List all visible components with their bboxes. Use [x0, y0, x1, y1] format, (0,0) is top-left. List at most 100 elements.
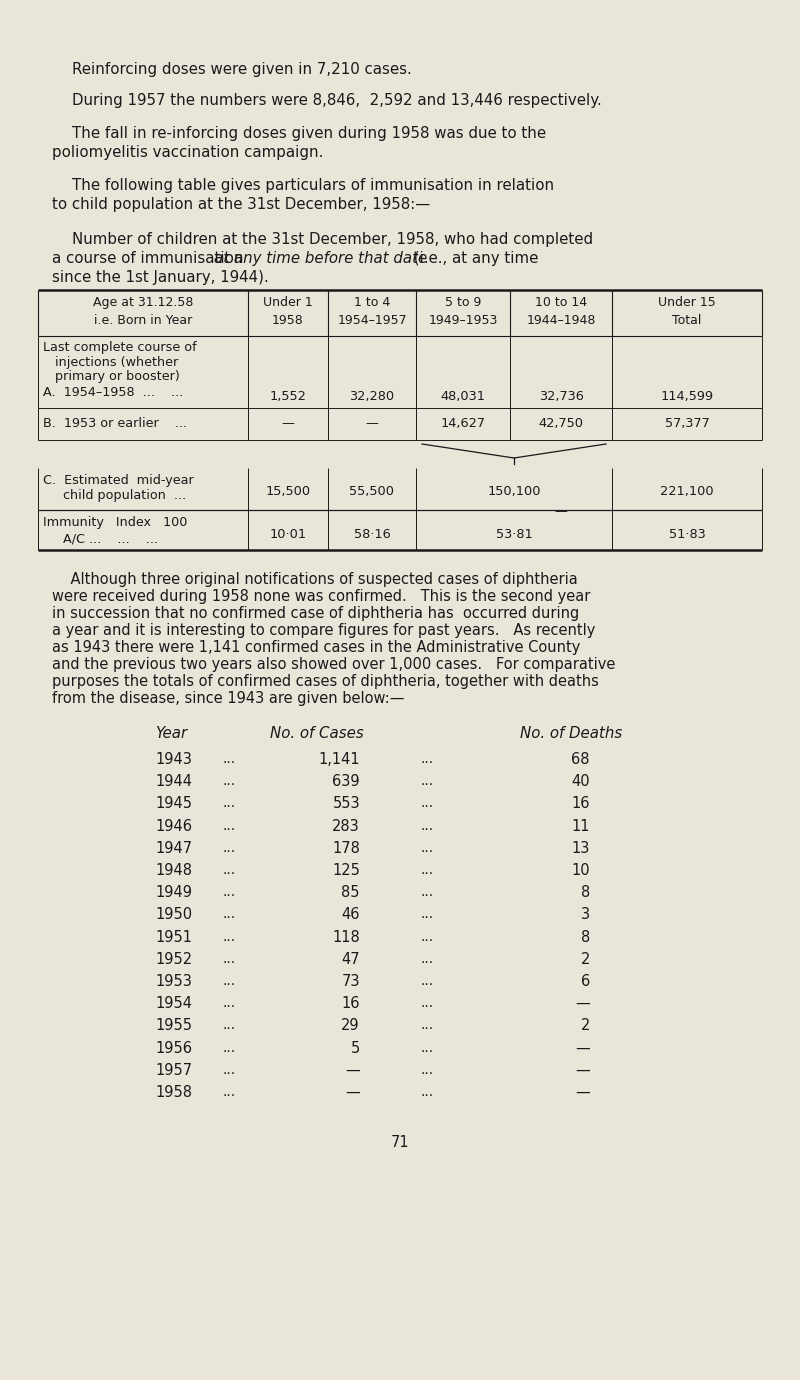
Text: ...: ... [223, 862, 236, 878]
Text: During 1957 the numbers were 8,846,  2,592 and 13,446 respectively.: During 1957 the numbers were 8,846, 2,59… [72, 92, 602, 108]
Text: 1957: 1957 [155, 1063, 192, 1078]
Text: primary or booster): primary or booster) [55, 370, 180, 384]
Text: 29: 29 [342, 1018, 360, 1034]
Text: 51·83: 51·83 [669, 529, 706, 541]
Text: —: — [346, 1085, 360, 1100]
Text: purposes the totals of confirmed cases of diphtheria, together with deaths: purposes the totals of confirmed cases o… [52, 673, 599, 689]
Text: —: — [282, 417, 294, 431]
Text: ...: ... [420, 952, 433, 966]
Text: 1,141: 1,141 [318, 752, 360, 767]
Text: 1950: 1950 [155, 908, 192, 922]
Text: 1953: 1953 [155, 974, 192, 989]
Text: 1 to 4
1954–1957: 1 to 4 1954–1957 [337, 295, 407, 327]
Text: Number of children at the 31st December, 1958, who had completed: Number of children at the 31st December,… [72, 232, 593, 247]
Text: since the 1st January, 1944).: since the 1st January, 1944). [52, 270, 269, 286]
Text: 553: 553 [332, 796, 360, 811]
Text: Reinforcing doses were given in 7,210 cases.: Reinforcing doses were given in 7,210 ca… [72, 62, 412, 77]
Text: ...: ... [420, 1041, 433, 1054]
Text: B.  1953 or earlier    ...: B. 1953 or earlier ... [43, 417, 187, 431]
Text: ...: ... [420, 840, 433, 854]
Text: 283: 283 [332, 818, 360, 834]
Text: 1945: 1945 [155, 796, 192, 811]
Text: a year and it is interesting to compare figures for past years.   As recently: a year and it is interesting to compare … [52, 622, 595, 638]
Text: Age at 31.12.58
i.e. Born in Year: Age at 31.12.58 i.e. Born in Year [93, 295, 193, 327]
Text: 639: 639 [332, 774, 360, 789]
Text: A.  1954–1958  ...    ...: A. 1954–1958 ... ... [43, 386, 183, 399]
Text: ...: ... [420, 930, 433, 944]
Text: and the previous two years also showed over 1,000 cases.   For comparative: and the previous two years also showed o… [52, 657, 615, 672]
Text: 32,280: 32,280 [350, 391, 394, 403]
Text: ...: ... [420, 885, 433, 900]
Text: 13: 13 [572, 840, 590, 856]
Text: 1944: 1944 [155, 774, 192, 789]
Text: ...: ... [223, 1063, 236, 1076]
Text: 1948: 1948 [155, 862, 192, 878]
Text: 2: 2 [581, 952, 590, 967]
Text: Year: Year [155, 726, 187, 741]
Text: (i.e., at any time: (i.e., at any time [409, 251, 538, 266]
Text: 1947: 1947 [155, 840, 192, 856]
Text: 6: 6 [581, 974, 590, 989]
Text: 71: 71 [390, 1136, 410, 1150]
Text: 32,736: 32,736 [538, 391, 583, 403]
Text: ...: ... [223, 930, 236, 944]
Text: 125: 125 [332, 862, 360, 878]
Text: as 1943 there were 1,141 confirmed cases in the Administrative County: as 1943 there were 1,141 confirmed cases… [52, 640, 580, 656]
Text: poliomyelitis vaccination campaign.: poliomyelitis vaccination campaign. [52, 145, 323, 160]
Text: ...: ... [223, 818, 236, 832]
Text: 47: 47 [342, 952, 360, 967]
Text: 3: 3 [581, 908, 590, 922]
Text: 48,031: 48,031 [441, 391, 486, 403]
Text: 11: 11 [571, 818, 590, 834]
Text: to child population at the 31st December, 1958:—: to child population at the 31st December… [52, 197, 430, 213]
Text: injections (whether: injections (whether [55, 356, 178, 368]
Text: The following table gives particulars of immunisation in relation: The following table gives particulars of… [72, 178, 554, 193]
Text: —: — [575, 996, 590, 1012]
Text: 221,100: 221,100 [660, 484, 714, 498]
Text: 1954: 1954 [155, 996, 192, 1012]
Text: 1958: 1958 [155, 1085, 192, 1100]
Text: ...: ... [420, 774, 433, 788]
Text: 46: 46 [342, 908, 360, 922]
Text: ...: ... [420, 908, 433, 922]
Text: ...: ... [223, 996, 236, 1010]
Text: —: — [575, 1063, 590, 1078]
Text: ...: ... [420, 1085, 433, 1098]
Text: 118: 118 [332, 930, 360, 944]
Text: 1943: 1943 [155, 752, 192, 767]
Text: ...: ... [420, 1063, 433, 1076]
Text: C.  Estimated  mid-year: C. Estimated mid-year [43, 473, 194, 487]
Text: 10: 10 [571, 862, 590, 878]
Text: 1956: 1956 [155, 1041, 192, 1056]
Text: 178: 178 [332, 840, 360, 856]
Text: 14,627: 14,627 [441, 417, 486, 431]
Text: ...: ... [223, 908, 236, 922]
Text: at any time before that date: at any time before that date [214, 251, 427, 266]
Text: ...: ... [223, 840, 236, 854]
Text: No. of Deaths: No. of Deaths [520, 726, 622, 741]
Text: ...: ... [223, 774, 236, 788]
Text: —: — [575, 1041, 590, 1056]
Text: 85: 85 [342, 885, 360, 900]
Text: 1951: 1951 [155, 930, 192, 944]
Text: 73: 73 [342, 974, 360, 989]
Text: 1,552: 1,552 [270, 391, 306, 403]
Text: ...: ... [223, 752, 236, 766]
Text: ...: ... [223, 796, 236, 810]
Text: 1952: 1952 [155, 952, 192, 967]
Text: 1946: 1946 [155, 818, 192, 834]
Text: 8: 8 [581, 930, 590, 944]
Text: 114,599: 114,599 [661, 391, 714, 403]
Text: from the disease, since 1943 are given below:—: from the disease, since 1943 are given b… [52, 691, 405, 707]
Text: ...: ... [420, 1018, 433, 1032]
Text: in succession that no confirmed case of diphtheria has  occurred during: in succession that no confirmed case of … [52, 606, 579, 621]
Text: 2: 2 [581, 1018, 590, 1034]
Text: ...: ... [420, 752, 433, 766]
Text: ...: ... [223, 885, 236, 900]
Text: 15,500: 15,500 [266, 484, 310, 498]
Text: ...: ... [223, 952, 236, 966]
Text: Under 15
Total: Under 15 Total [658, 295, 716, 327]
Text: ...: ... [420, 862, 433, 878]
Text: The fall in re-inforcing doses given during 1958 was due to the: The fall in re-inforcing doses given dur… [72, 126, 546, 141]
Text: No. of Cases: No. of Cases [270, 726, 364, 741]
